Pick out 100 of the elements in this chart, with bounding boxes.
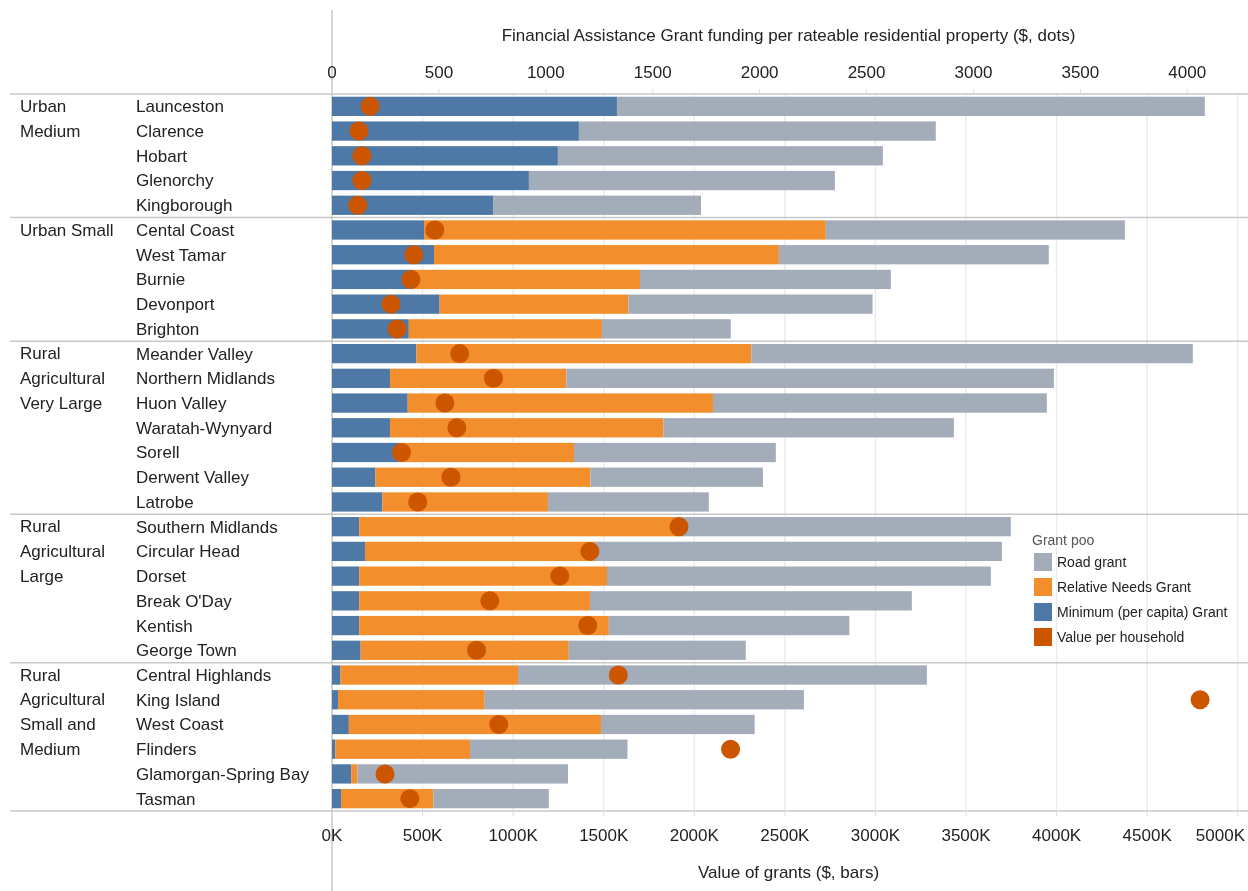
y2-tick-label: Rural Agricultural Large <box>20 517 106 586</box>
y-tick-label: Glenorchy <box>136 171 214 191</box>
x2-tick-label: 4000 <box>1168 63 1207 82</box>
y-tick-label: Hobart <box>136 146 188 166</box>
x-tick-label: 500K <box>402 826 444 845</box>
point <box>401 269 421 289</box>
bar <box>332 665 341 685</box>
y-tick-label: Southern Midlands <box>136 517 278 537</box>
bar <box>547 492 709 512</box>
x-tick-label: 1000K <box>488 826 539 845</box>
bar <box>351 764 358 784</box>
point <box>441 467 461 487</box>
bar <box>332 393 408 413</box>
point <box>400 789 420 809</box>
bar <box>332 714 349 735</box>
x2-tick-label: 3000 <box>954 63 993 82</box>
y-tick-label: Circular Head <box>136 542 240 562</box>
point <box>391 443 411 462</box>
point <box>352 146 372 166</box>
point <box>408 492 428 512</box>
point <box>381 294 401 314</box>
x2-tick-label: 2000 <box>740 63 779 82</box>
bar <box>408 319 602 339</box>
y-tick-label: Dorset <box>136 567 187 587</box>
bar <box>332 591 360 611</box>
x-axis-title: Value of grants ($, bars) <box>697 863 880 882</box>
y-tick-label: Derwent Valley <box>136 468 250 488</box>
point <box>489 714 509 734</box>
x-tick-label: 0K <box>321 826 344 845</box>
bar <box>332 492 383 512</box>
point <box>480 591 500 611</box>
y-tick-label: Sorell <box>136 443 180 463</box>
point <box>450 344 470 364</box>
bar <box>337 690 485 710</box>
bar <box>439 294 629 314</box>
bar <box>589 591 912 611</box>
point <box>349 121 369 141</box>
point <box>404 245 424 265</box>
bar <box>335 739 471 759</box>
bar <box>566 368 1054 388</box>
bar <box>357 764 569 784</box>
bar <box>332 418 390 438</box>
x2-tick-label: 1500 <box>633 63 672 82</box>
legend-label: Minimum (per capita) Grant <box>1057 603 1228 620</box>
bar <box>332 146 558 166</box>
legend-label: Road grant <box>1057 553 1127 570</box>
point <box>348 195 368 215</box>
bar <box>424 220 826 240</box>
point <box>721 739 741 759</box>
y-tick-label: Northern Midlands <box>136 369 275 389</box>
y2-tick-label: Urban Small <box>20 220 114 240</box>
bar <box>407 393 713 413</box>
bar <box>332 541 365 562</box>
bar <box>433 789 549 809</box>
y-tick-label: Latrobe <box>136 492 194 512</box>
y-tick-label: King Island <box>136 690 221 710</box>
y-tick-label: Central Highlands <box>136 665 272 685</box>
bar <box>340 665 519 685</box>
legend-label: Value per household <box>1057 628 1185 645</box>
point <box>375 764 395 784</box>
x-tick-label: 2000K <box>669 826 720 845</box>
x-tick-label: 2500K <box>760 826 811 845</box>
bar <box>484 690 804 710</box>
x-tick-label: 3500K <box>941 826 992 845</box>
bar <box>608 615 850 636</box>
point <box>1190 690 1210 710</box>
point <box>580 541 600 561</box>
point <box>550 566 570 586</box>
y-tick-label: Break O'Day <box>136 591 233 611</box>
y-tick-label: Kentish <box>136 616 193 636</box>
bar <box>601 319 731 339</box>
bar <box>616 96 1205 116</box>
y-tick-label: Launceston <box>136 97 224 117</box>
bar <box>332 764 352 784</box>
y-tick-label: Kingborough <box>136 196 233 216</box>
bar <box>359 615 609 636</box>
bar <box>778 245 1049 265</box>
bar <box>518 665 927 685</box>
bar <box>825 220 1125 240</box>
y-tick-label: Flinders <box>136 740 197 760</box>
bar <box>332 368 390 388</box>
y-tick-label: Cental Coast <box>136 220 235 240</box>
y-tick-label: Clarence <box>136 122 205 142</box>
y-tick-label: Burnie <box>136 270 186 290</box>
y-tick-label: Meander Valley <box>136 344 254 364</box>
bar <box>332 690 338 710</box>
bar <box>601 714 755 735</box>
bar <box>332 467 376 487</box>
point <box>467 640 487 660</box>
bar <box>348 714 602 735</box>
bar <box>628 294 873 314</box>
bar <box>332 121 579 141</box>
bar <box>470 739 628 759</box>
point <box>352 171 372 191</box>
x2-axis-title: Financial Assistance Grant funding per rateable residential property ($, dots) <box>501 26 1076 45</box>
point <box>425 220 445 240</box>
bar <box>578 121 936 141</box>
x-tick-label: 4500K <box>1122 826 1173 845</box>
bar <box>712 393 1047 413</box>
bar <box>364 541 596 562</box>
